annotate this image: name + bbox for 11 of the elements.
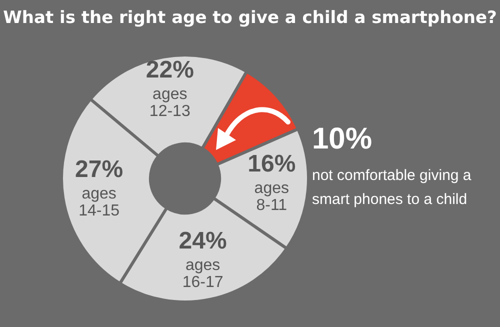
chart-title: What is the right age to give a child a smartphone? xyxy=(3,8,497,28)
data-label: 10% xyxy=(312,122,372,156)
data-label: 27% xyxy=(75,156,124,183)
slice-label: not comfortable giving a smart phones to a child xyxy=(312,167,472,208)
data-label: 24% xyxy=(178,227,227,254)
slice-label: ages 16-17 xyxy=(182,257,224,292)
slice-label: ages 14-15 xyxy=(78,186,120,220)
slice-label: ages 12-13 xyxy=(149,86,190,120)
slice-label: ages 8-11 xyxy=(254,180,289,214)
data-label: 16% xyxy=(248,150,296,178)
data-label: 22% xyxy=(146,56,194,84)
